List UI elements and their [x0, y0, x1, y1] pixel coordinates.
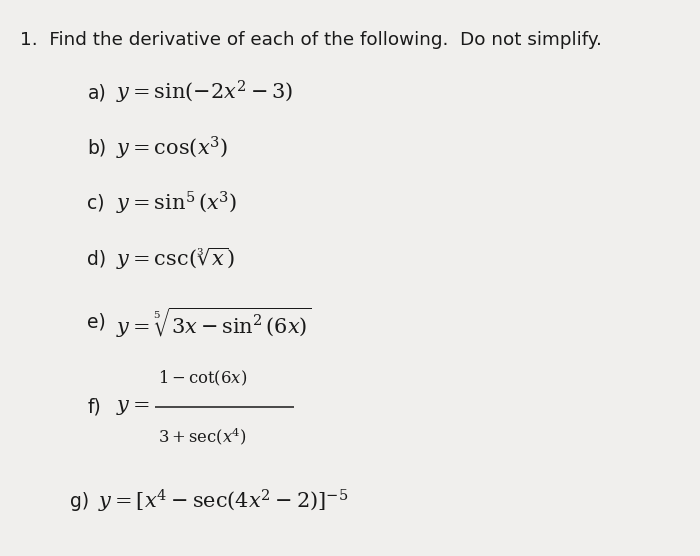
- Text: $y = $: $y = $: [116, 397, 149, 417]
- Text: $y = \sqrt[5]{3x - \sin^2(6x)}$: $y = \sqrt[5]{3x - \sin^2(6x)}$: [116, 305, 311, 340]
- Text: $y = \cos(x^3)$: $y = \cos(x^3)$: [116, 135, 228, 162]
- Text: b): b): [88, 139, 106, 158]
- Text: $y = [x^4 - \sec(4x^2 - 2)]^{-5}$: $y = [x^4 - \sec(4x^2 - 2)]^{-5}$: [98, 488, 349, 515]
- Text: g): g): [70, 492, 89, 511]
- Text: a): a): [88, 83, 106, 102]
- Text: $y = \sin^5(x^3)$: $y = \sin^5(x^3)$: [116, 190, 237, 216]
- Text: f): f): [88, 398, 102, 416]
- Text: 1.  Find the derivative of each of the following.  Do not simplify.: 1. Find the derivative of each of the fo…: [20, 31, 601, 48]
- Text: $y = \csc(\sqrt[3]{x})$: $y = \csc(\sqrt[3]{x})$: [116, 245, 234, 272]
- Text: $y = \sin(-2x^2 - 3)$: $y = \sin(-2x^2 - 3)$: [116, 80, 293, 106]
- Text: c): c): [88, 193, 105, 212]
- Text: $1-\cot(6x)$: $1-\cot(6x)$: [158, 369, 246, 388]
- Text: e): e): [88, 313, 106, 332]
- Text: d): d): [88, 249, 106, 268]
- Text: $3+\sec(x^4)$: $3+\sec(x^4)$: [158, 425, 246, 446]
